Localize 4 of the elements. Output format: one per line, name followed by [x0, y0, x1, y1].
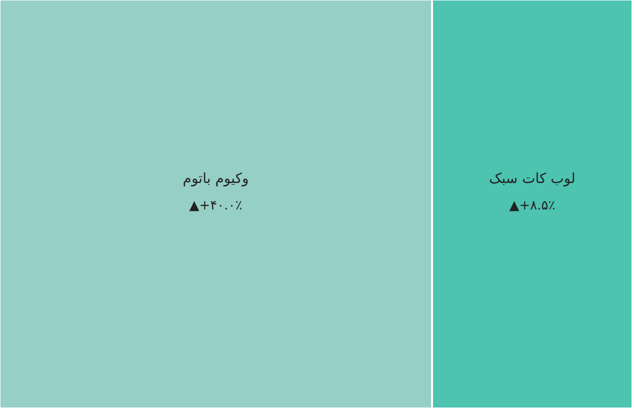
data-label: ▲+۴۰.۰٪	[189, 198, 242, 214]
data-label: ▲+۸.۵٪	[509, 198, 556, 214]
category-label: لوب کات سبک	[489, 171, 576, 187]
category-label: وکیوم باتوم	[182, 171, 249, 187]
